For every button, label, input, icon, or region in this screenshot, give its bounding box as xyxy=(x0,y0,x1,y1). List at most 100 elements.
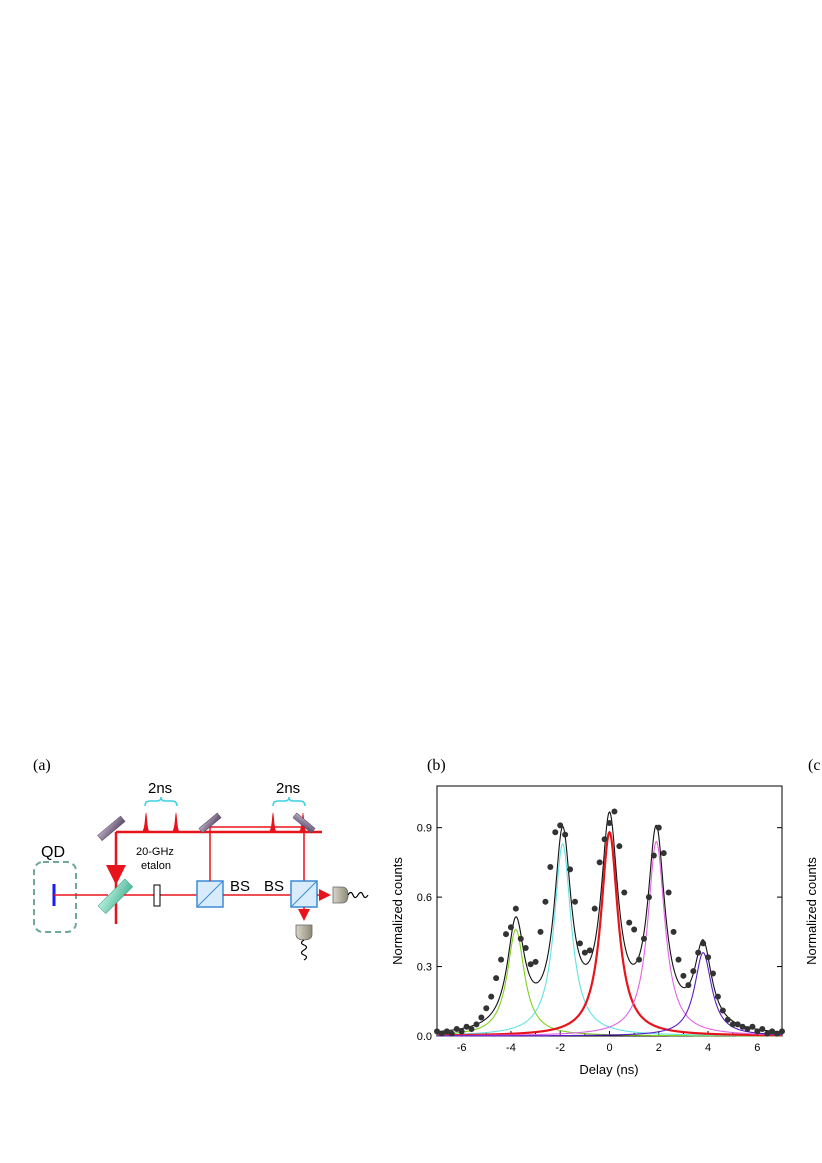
pulse-separation-label: 2ns xyxy=(148,780,172,797)
data-point xyxy=(572,898,578,905)
data-point xyxy=(488,993,495,1000)
mirror-icon xyxy=(198,812,222,834)
data-point xyxy=(695,949,702,956)
x-tick-label: -2 xyxy=(555,1042,565,1054)
data-point xyxy=(621,889,628,896)
pulse xyxy=(268,812,277,832)
data-point xyxy=(700,940,707,947)
beam-splitter-diagonal xyxy=(196,880,224,908)
etalon-icon xyxy=(153,884,161,907)
data-point xyxy=(675,956,682,963)
beam-splitter-diagonal xyxy=(290,880,318,908)
bs-label: BS xyxy=(230,878,250,895)
data-point xyxy=(473,1021,480,1028)
data-point xyxy=(507,924,514,931)
data-point xyxy=(636,956,643,963)
fit-peak-curve xyxy=(437,840,783,1037)
data-point xyxy=(517,935,524,942)
panel-label-b: (b) xyxy=(427,757,446,774)
fit-total-curve xyxy=(436,811,783,1033)
data-point xyxy=(616,843,623,850)
data-point xyxy=(463,1023,470,1030)
data-point xyxy=(468,1026,475,1033)
data-point xyxy=(562,831,569,838)
chart-panel-b: -6 -4 -2 0 2 4 6 0.0 0.3 0.6 0.9 Delay (ns) Normal… xyxy=(390,785,785,1077)
x-axis-label: Delay (ns) xyxy=(579,1062,638,1077)
data-point xyxy=(764,1030,771,1037)
data-point xyxy=(547,864,554,871)
fiber-icon xyxy=(347,891,369,899)
y-tick-label: 0.0 xyxy=(417,1031,432,1043)
data-point xyxy=(522,945,529,952)
data-point xyxy=(774,1030,781,1037)
data-point xyxy=(729,1021,736,1028)
data-point xyxy=(665,889,672,896)
y-tick-label: 0.3 xyxy=(417,962,432,974)
brace-icon xyxy=(144,796,178,807)
x-tick-label: -6 xyxy=(457,1042,467,1054)
data-point xyxy=(645,894,652,901)
data-point xyxy=(690,968,697,975)
data-point xyxy=(734,1021,741,1028)
data-point xyxy=(779,1028,785,1035)
data-point xyxy=(611,808,618,815)
detector-icon xyxy=(332,886,349,904)
y-axis-label: Normalized counts xyxy=(390,857,405,965)
panel-label-a: (a) xyxy=(33,757,51,774)
data-point xyxy=(749,1023,756,1030)
brace-icon xyxy=(272,796,306,807)
data-point xyxy=(483,1005,490,1012)
data-point xyxy=(596,859,603,866)
fit-peak-curve xyxy=(437,830,782,1037)
panel-c-y-axis-label: Normalized counts xyxy=(804,857,819,965)
qd-label: QD xyxy=(41,844,65,861)
data-point xyxy=(670,928,677,935)
data-point xyxy=(710,970,716,977)
x-tick-label: 2 xyxy=(656,1042,662,1054)
data-point xyxy=(532,958,539,965)
data-point xyxy=(685,982,692,989)
schematic-panel: 2ns 2ns QD 20-GHz etalon BS BS xyxy=(33,780,369,961)
data-point xyxy=(498,956,505,963)
data-point xyxy=(606,820,613,827)
dichroic-mirror-icon xyxy=(97,878,134,915)
data-point xyxy=(581,949,588,956)
data-point xyxy=(744,1026,751,1033)
data-point xyxy=(714,993,721,1000)
data-point xyxy=(443,1028,450,1035)
data-point xyxy=(759,1026,766,1033)
data-point xyxy=(680,972,687,979)
mirror-icon xyxy=(97,815,126,842)
data-point xyxy=(542,898,549,905)
data-point xyxy=(453,1026,460,1033)
data-point xyxy=(557,822,564,829)
x-tick-label: 4 xyxy=(705,1042,711,1054)
panel-label-c: (c xyxy=(808,757,821,774)
data-point xyxy=(601,836,608,843)
pulse-train xyxy=(141,812,307,832)
data-point xyxy=(724,1016,731,1023)
data-point xyxy=(503,931,509,938)
x-tick-label: -4 xyxy=(506,1042,516,1054)
fit-peak-curve xyxy=(437,952,783,1037)
data-point xyxy=(719,1007,726,1014)
data-point xyxy=(655,824,662,831)
data-point xyxy=(754,1028,761,1035)
pulse xyxy=(171,812,180,832)
data-point xyxy=(537,928,544,935)
data-point xyxy=(512,905,519,912)
data-point xyxy=(527,961,534,968)
long-arm-beam xyxy=(209,826,305,881)
data-point xyxy=(586,947,593,954)
data-point xyxy=(650,852,657,859)
data-point xyxy=(567,866,574,873)
data-point xyxy=(769,1028,776,1035)
etalon-label: 20-GHz xyxy=(136,846,174,858)
data-point xyxy=(434,1028,440,1035)
y-tick-label: 0.9 xyxy=(417,823,432,835)
data-point xyxy=(660,850,667,857)
x-tick-label: 0 xyxy=(606,1042,612,1054)
mirror-icon xyxy=(292,812,316,834)
etalon-label: etalon xyxy=(141,860,171,872)
